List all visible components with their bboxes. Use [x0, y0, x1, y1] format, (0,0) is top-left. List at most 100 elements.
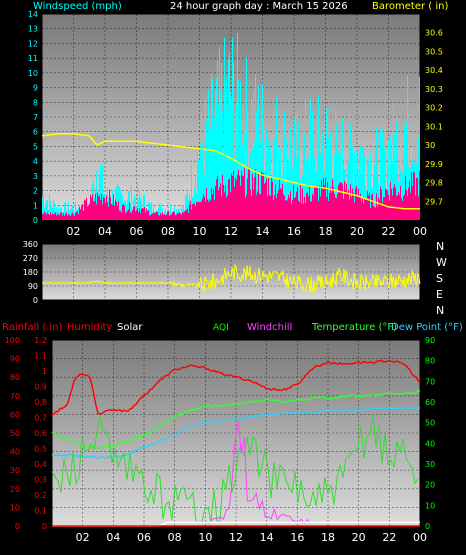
temperature-line: [51, 389, 421, 449]
x-tick-label: 06: [137, 531, 151, 544]
right-tick-label: 30.3: [425, 85, 443, 94]
rain-tick-label: 1: [42, 367, 47, 376]
rain-tick-label: 0.4: [34, 460, 47, 469]
left-tick-label: 6: [33, 128, 38, 137]
rainfall-legend: Rainfall (.in): [2, 322, 63, 333]
right-tick-label: 30: [425, 141, 435, 150]
left-tick-label: 270: [23, 254, 38, 263]
rain-tick-label: 1.2: [34, 336, 47, 345]
barometer-line: [41, 133, 420, 210]
rain-tick-label: 0.6: [34, 429, 47, 438]
x-tick-label: 00: [413, 225, 427, 238]
x-tick-label: 02: [76, 531, 90, 544]
x-tick-label: 06: [130, 225, 144, 238]
x-tick-label: 02: [67, 225, 81, 238]
rain-tick-label: 1.1: [34, 352, 47, 361]
temp-tick-label: 90: [425, 336, 435, 345]
right-tick-label: 29.9: [425, 160, 443, 169]
right-tick-label: 29.8: [425, 179, 443, 188]
left-tick-label: 3: [33, 172, 38, 181]
temp-tick-label: 30: [425, 460, 435, 469]
compass-label: E: [436, 288, 443, 301]
compass-label: S: [436, 272, 443, 285]
temperature-legend: Temperature (°F): [311, 322, 397, 333]
left-tick-label: 7: [33, 113, 38, 122]
left-tick-label: 9: [33, 84, 38, 93]
temperature-panel-marks: [51, 359, 421, 527]
rain-tick-label: 0.9: [34, 383, 47, 392]
barometer-axis-ticks: 29.7 29.8 29.9 30 30.1 30.2 30.3 30.4 30.5 30.6: [425, 29, 443, 207]
rain-tick-label: 0.2: [34, 491, 47, 500]
x-tick-label: 10: [198, 531, 212, 544]
x-tick-label: 20: [350, 225, 364, 238]
x-tick-label: 08: [168, 531, 182, 544]
x-tick-label: 16: [287, 225, 301, 238]
left-tick-label: 40: [10, 448, 20, 457]
graph-title: 24 hour graph day : March 15 2026: [170, 1, 348, 12]
compass-label: N: [436, 240, 444, 253]
panel-border: [41, 243, 421, 301]
left-tick-label: 0: [15, 522, 20, 531]
wind-direction-trace: [41, 263, 421, 294]
left-tick-label: 30: [10, 466, 20, 475]
humidity-axis-ticks: 0 10 20 30 40 50 60 70 80 90 100: [5, 336, 20, 531]
x-tick-label: 22: [382, 225, 396, 238]
windchill-line: [205, 421, 311, 525]
temp-tick-label: 70: [425, 377, 435, 386]
temp-tick-label: 80: [425, 357, 435, 366]
temperature-axis-ticks: 0 10 20 30 40 50 60 70 80 90: [425, 336, 435, 531]
left-tick-label: 12: [28, 39, 38, 48]
temperature-panel-x-ticks: 02 04 06 08 10 12 14 16 18 20 22 00: [76, 531, 427, 544]
temp-tick-label: 50: [425, 419, 435, 428]
left-tick-label: 180: [23, 268, 38, 277]
x-tick-label: 20: [352, 531, 366, 544]
left-tick-label: 1: [33, 201, 38, 210]
left-tick-label: 80: [10, 373, 20, 382]
x-tick-label: 08: [161, 225, 175, 238]
rain-tick-label: 0.8: [34, 398, 47, 407]
wind-gust-bars: [42, 167, 420, 220]
x-tick-label: 10: [193, 225, 207, 238]
rain-tick-label: 0.1: [34, 507, 47, 516]
aqi-line: [51, 414, 419, 523]
rain-tick-label: 0: [42, 522, 47, 531]
x-tick-label: 18: [321, 531, 335, 544]
x-tick-label: 18: [319, 225, 333, 238]
solar-legend: Solar: [117, 322, 143, 333]
x-tick-label: 04: [106, 531, 120, 544]
dewpoint-legend: Dew Point (°F): [391, 322, 463, 333]
compass-label: W: [436, 256, 447, 269]
wind-panel-marks: [41, 33, 420, 220]
x-tick-label: 14: [260, 531, 274, 544]
x-tick-label: 12: [229, 531, 243, 544]
right-tick-label: 30.5: [425, 47, 443, 56]
left-tick-label: 50: [10, 429, 20, 438]
left-tick-label: 0: [33, 216, 38, 225]
left-tick-label: 10: [10, 503, 20, 512]
rain-tick-label: 0.7: [34, 414, 47, 423]
direction-panel-marks: [41, 263, 421, 294]
direction-axis-ticks: 0 90 180 270 360: [23, 240, 38, 305]
left-tick-label: 13: [28, 25, 38, 34]
right-tick-label: 30.4: [425, 66, 443, 75]
left-tick-label: 2: [33, 187, 38, 196]
left-tick-label: 70: [10, 392, 20, 401]
left-tick-label: 360: [23, 240, 38, 249]
x-tick-label: 22: [382, 531, 396, 544]
rainfall-axis-ticks: 0 0.1 0.2 0.3 0.4 0.5 0.6 0.7 0.8 0.9 1 1.1 1.2: [34, 336, 47, 531]
aqi-legend: AQI: [213, 323, 229, 333]
left-tick-label: 60: [10, 410, 20, 419]
x-tick-label: 12: [224, 225, 238, 238]
humidity-legend: Humidity: [67, 322, 112, 333]
left-tick-label: 14: [28, 10, 38, 19]
right-tick-label: 29.7: [425, 197, 443, 206]
temp-tick-label: 10: [425, 501, 435, 510]
temp-tick-label: 0: [425, 522, 430, 531]
humidity-line: [51, 359, 421, 416]
barometer-axis-title: Barometer ( in): [372, 1, 448, 12]
left-tick-label: 10: [28, 69, 38, 78]
temp-tick-label: 40: [425, 439, 435, 448]
right-tick-label: 30.1: [425, 122, 443, 131]
